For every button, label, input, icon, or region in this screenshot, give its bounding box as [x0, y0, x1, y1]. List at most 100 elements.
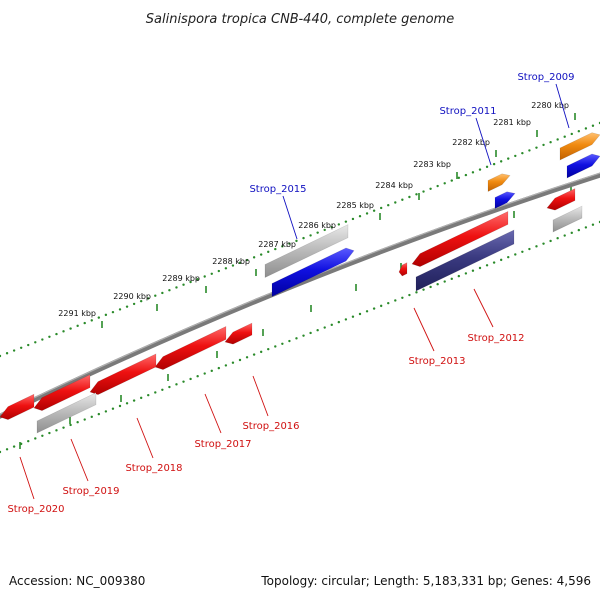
gene-strop-2019[interactable]: [33, 374, 91, 411]
inner-ruler-dot: [330, 323, 333, 327]
gene-labels: Strop_2009 Strop_2011 Strop_2015 Strop_2012…: [7, 72, 574, 515]
inner-ruler-dot: [584, 226, 588, 229]
inner-ruler-dot: [69, 423, 72, 427]
gene-label-strop_2020[interactable]: Strop_2020: [7, 504, 64, 515]
outer-ruler-dot: [492, 162, 496, 166]
inner-ruler-dot: [111, 407, 115, 410]
outer-ruler-dot: [394, 201, 397, 204]
gene-strop-2018[interactable]: [89, 353, 157, 395]
gene-strop-2012[interactable]: [415, 229, 515, 292]
inner-ruler-dot: [210, 369, 213, 373]
outer-ruler-dot: [408, 195, 411, 199]
inner-ruler-dot: [132, 399, 136, 402]
outer-ruler-dot: [387, 204, 390, 207]
gene-label-strop_2018[interactable]: Strop_2018: [125, 463, 182, 474]
outer-ruler-dot: [125, 305, 129, 308]
gene-strop-2015-band[interactable]: [264, 224, 349, 278]
outer-ruler-dot: [464, 173, 468, 177]
inner-ruler-dot: [267, 347, 270, 351]
outer-ruler-dot: [154, 294, 157, 297]
gene-features: [0, 132, 600, 434]
leader-line-strop_2020: [19, 456, 35, 500]
inner-ruler-dot: [401, 296, 404, 299]
outer-ruler-dot: [351, 217, 355, 221]
gene-label-strop_2019[interactable]: Strop_2019: [62, 486, 119, 497]
gene-label-strop_2011[interactable]: Strop_2011: [439, 106, 496, 117]
outer-ruler-dot: [34, 341, 37, 344]
outer-ruler-dot: [429, 187, 432, 190]
gene-label-strop_2016[interactable]: Strop_2016: [242, 421, 299, 432]
inner-ruler-dot: [259, 350, 263, 354]
gene-strop-2013[interactable]: [398, 262, 408, 277]
inner-ruler-dot: [90, 415, 93, 419]
gene-strop-2020[interactable]: [0, 393, 35, 420]
inner-ruler-dot: [27, 439, 30, 443]
outer-ruler-dot: [514, 154, 517, 158]
inner-ruler-dot: [358, 312, 362, 316]
inner-ruler-dot: [76, 421, 79, 424]
outer-ruler-dot: [436, 184, 439, 188]
inner-ruler-dot: [528, 247, 531, 251]
outer-ruler-dot: [379, 206, 383, 210]
inner-ruler-dot: [372, 307, 376, 310]
outer-ruler-dot: [83, 321, 86, 325]
gene-strop-2010[interactable]: [487, 173, 511, 192]
outer-ruler-dot: [203, 275, 206, 278]
gene-strop-2019-band[interactable]: [36, 392, 97, 434]
outer-ruler-dot: [584, 127, 588, 130]
gene-strop-2011b[interactable]: [546, 188, 576, 211]
inner-ruler-dot: [41, 434, 44, 437]
gene-label-strop_2015[interactable]: Strop_2015: [249, 184, 306, 195]
outer-ruler-dot: [97, 316, 101, 319]
inner-ruler-dot: [62, 426, 65, 429]
outer-ruler-dot: [549, 140, 552, 144]
gene-label-strop_2017[interactable]: Strop_2017: [194, 439, 251, 450]
gene-label-strop_2013[interactable]: Strop_2013: [408, 356, 465, 367]
outer-ruler-dot: [0, 354, 2, 358]
gene-strop-2009-band[interactable]: [559, 132, 600, 161]
inner-ruler-dot: [344, 318, 348, 321]
outer-ruler-dot: [259, 253, 263, 256]
gene-strop-2015[interactable]: [271, 247, 355, 297]
outer-ruler-dot: [139, 299, 143, 303]
scale-tick-label: 2287 kbp: [258, 240, 296, 249]
outer-ruler-dot: [41, 338, 44, 341]
gene-strop-2009[interactable]: [566, 153, 600, 179]
outer-ruler-dot: [570, 132, 573, 136]
inner-ruler-dot: [238, 358, 242, 362]
inner-ruler-dot: [288, 339, 291, 343]
gene-strop-2016[interactable]: [224, 322, 253, 345]
scale-tick-label: 2282 kbp: [452, 138, 490, 147]
inner-ruler-dot: [295, 337, 298, 340]
inner-ruler-dot: [563, 234, 566, 237]
gene-label-strop_2009[interactable]: Strop_2009: [517, 72, 574, 83]
outer-ruler-dot: [224, 267, 228, 270]
outer-ruler-dot: [309, 234, 312, 237]
gene-strop-2011[interactable]: [494, 191, 516, 209]
inner-ruler-dot: [443, 280, 446, 283]
outer-ruler-dot: [528, 149, 531, 152]
inner-ruler-dot: [415, 291, 418, 294]
gene-strop-2017[interactable]: [154, 325, 227, 370]
outer-ruler-dot: [358, 215, 362, 218]
outer-ruler-dot: [5, 352, 9, 355]
gene-label-strop_2012[interactable]: Strop_2012: [467, 333, 524, 344]
outer-ruler-dot: [422, 190, 425, 193]
gene-strop-2013b[interactable]: [411, 210, 509, 267]
outer-ruler-dot: [499, 160, 503, 163]
outer-ruler-dot: [485, 165, 489, 169]
outer-ruler-dot: [316, 231, 319, 234]
inner-ruler-dot: [302, 334, 305, 337]
scale-tick-label: 2280 kbp: [531, 101, 569, 110]
outer-ruler-dot: [281, 245, 284, 248]
inner-ruler-dot: [83, 418, 86, 421]
outer-ruler-dot: [478, 168, 482, 171]
outer-ruler-dot: [344, 220, 348, 223]
inner-ruler-dot: [570, 231, 573, 235]
outer-ruler-dot: [90, 319, 93, 322]
inner-ruler-dot: [147, 393, 150, 397]
inner-ruler-dot: [203, 372, 206, 375]
scale-tick-label: 2291 kbp: [58, 309, 96, 318]
gene-strop-2011c[interactable]: [552, 205, 583, 233]
